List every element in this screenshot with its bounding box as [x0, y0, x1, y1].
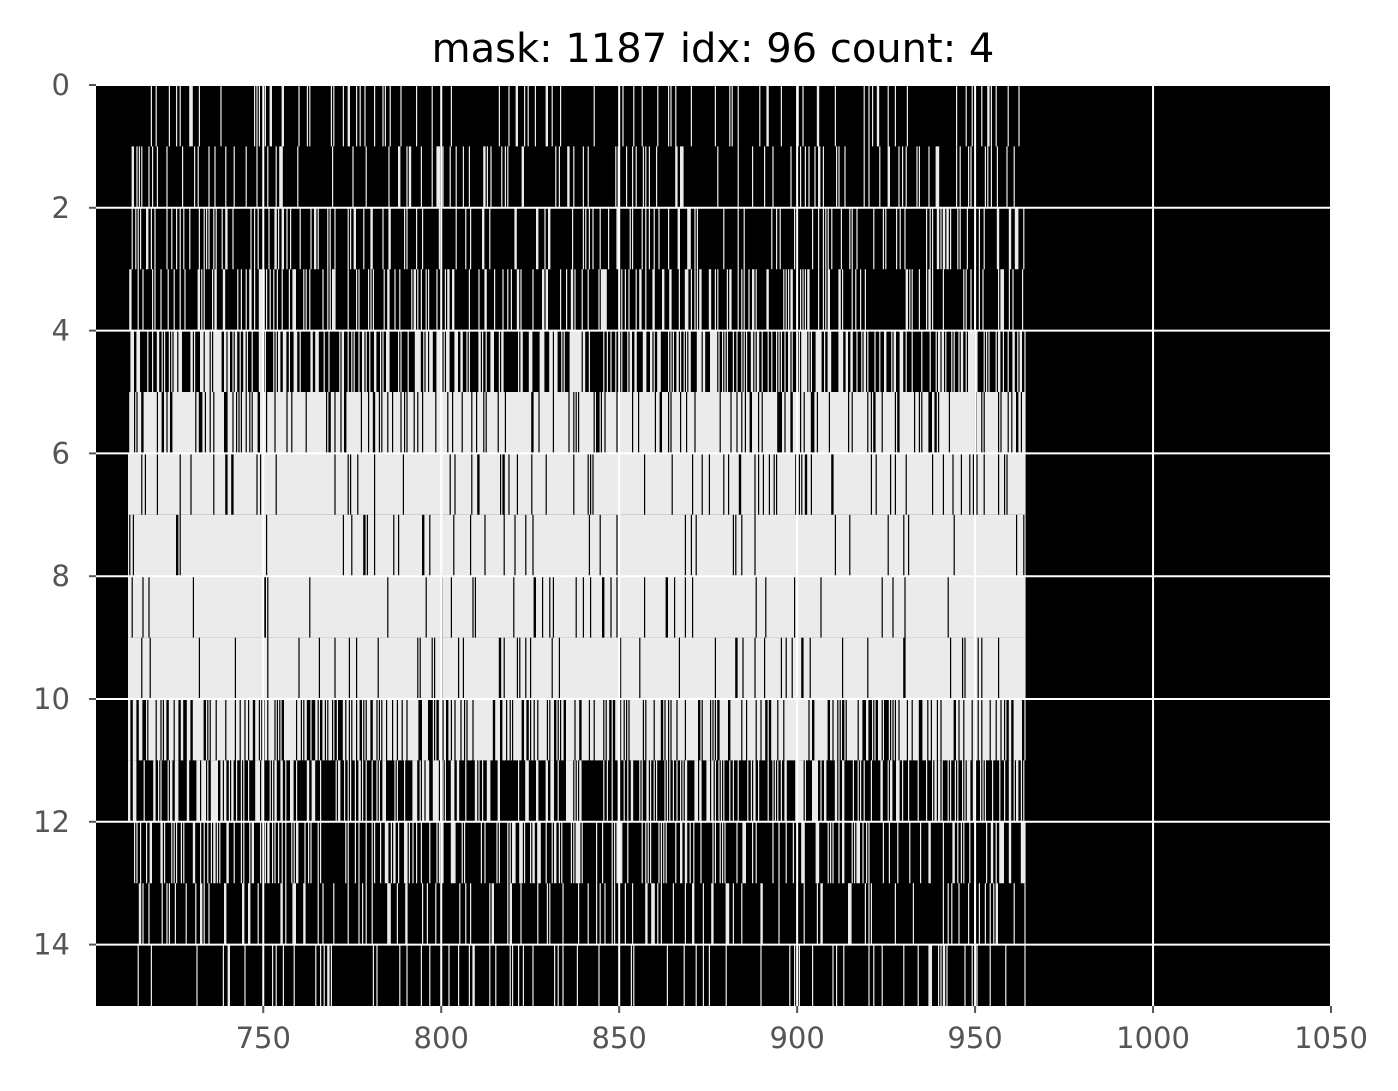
heatmap-row-6 — [128, 453, 1026, 515]
x-tick-label: 1050 — [1294, 1021, 1368, 1055]
heatmap-row-8 — [128, 576, 1026, 638]
heatmap-row-2 — [131, 207, 1025, 270]
heatmap-row-stripes — [128, 760, 1025, 822]
heatmap-row-stripes — [129, 392, 1026, 454]
y-tick-label: 2 — [52, 191, 70, 225]
plot-area — [96, 84, 1332, 1006]
heatmap-row-13 — [138, 883, 1026, 945]
y-tick-label: 6 — [52, 436, 70, 470]
x-tick-label: 800 — [414, 1021, 469, 1055]
heatmap-row-1 — [131, 146, 1015, 208]
heatmap-row-stripes — [128, 637, 1026, 699]
heatmap-row-10 — [128, 699, 1026, 761]
y-tick-label: 12 — [33, 805, 70, 839]
heatmap-row-stripes — [150, 85, 1020, 147]
heatmap-row-stripes — [128, 699, 1026, 761]
heatmap-row-12 — [134, 821, 1026, 884]
heatmap-row-11 — [128, 760, 1025, 822]
y-tick-label: 8 — [52, 559, 70, 593]
heatmap-row-5 — [129, 392, 1026, 454]
heatmap-row-stripes — [128, 576, 1026, 638]
x-tick-label: 950 — [947, 1021, 1002, 1055]
chart-title: mask: 1187 idx: 96 count: 4 — [432, 26, 995, 72]
x-tick-label: 850 — [592, 1021, 647, 1055]
heatmap-row-14 — [137, 944, 1026, 1006]
heatmap-rows — [128, 85, 1026, 1006]
y-tick-label: 4 — [52, 314, 70, 348]
heatmap-row-stripes — [138, 883, 1026, 945]
y-axis: 0 2 4 6 8 10 12 14 — [33, 68, 96, 962]
heatmap-row-stripes — [131, 207, 1025, 270]
heatmap-row-9 — [128, 637, 1026, 699]
heatmap-row-0 — [150, 85, 1020, 147]
heatmap-row-stripes — [131, 146, 1015, 208]
x-axis: 750 800 850 900 950 1000 1050 — [236, 1006, 1368, 1055]
y-tick-label: 0 — [52, 68, 70, 102]
heatmap-row-7 — [128, 514, 1026, 577]
heatmap-row-stripes — [130, 330, 1026, 392]
x-tick-label: 1000 — [1116, 1021, 1190, 1055]
x-tick-label: 750 — [236, 1021, 291, 1055]
heatmap-row-stripes — [128, 453, 1026, 515]
y-tick-label: 10 — [33, 682, 70, 716]
heatmap-row-stripes — [128, 514, 1026, 577]
heatmap-row-4 — [130, 330, 1026, 392]
heatmap-row-stripes — [137, 944, 1026, 1006]
y-tick-label: 14 — [33, 928, 70, 962]
x-tick-label: 900 — [769, 1021, 824, 1055]
grid-lines — [96, 84, 1332, 1006]
heatmap-row-stripes — [134, 821, 1026, 884]
